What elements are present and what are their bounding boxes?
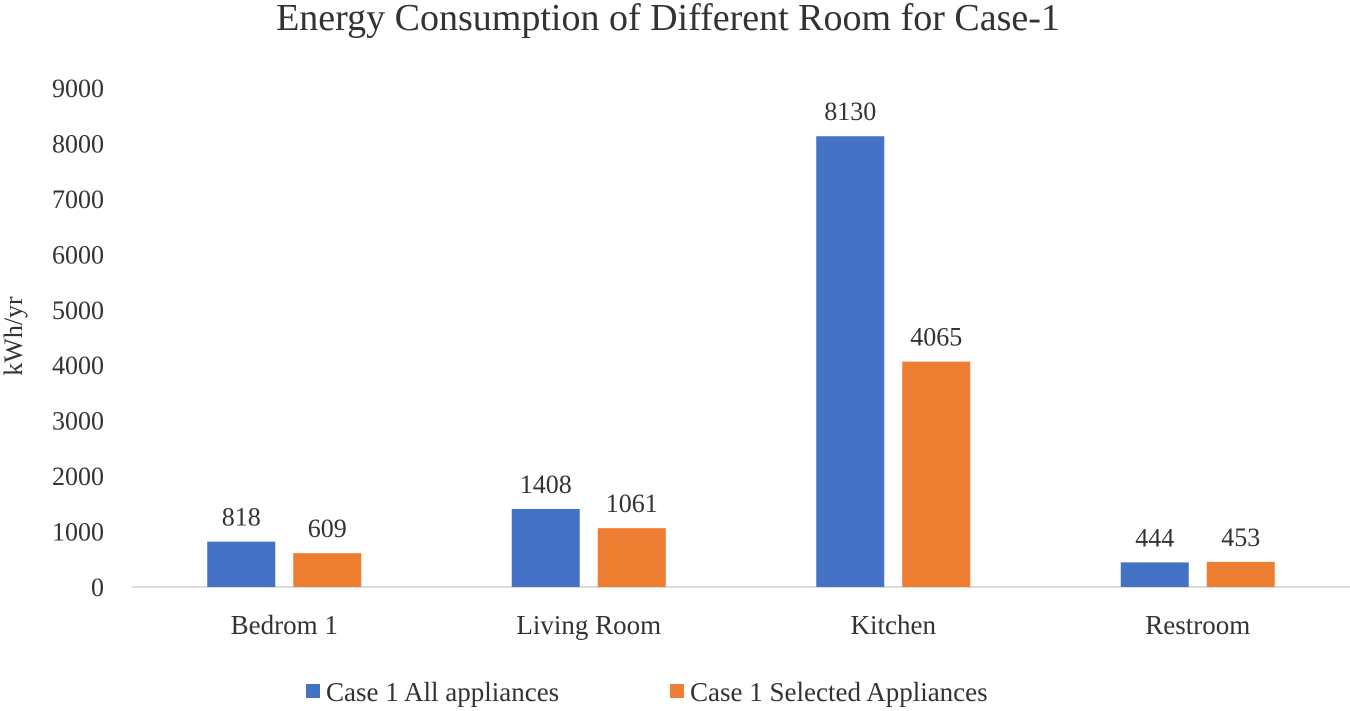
bar-selected-appliances-bedrom-1 [293, 553, 362, 587]
bar-all-appliances-kitchen [816, 136, 885, 587]
y-tick-label: 7000 [52, 185, 104, 214]
chart-title: Energy Consumption of Different Room for… [276, 0, 1060, 39]
y-tick-label: 5000 [52, 296, 104, 325]
x-tick-label: Bedrom 1 [231, 610, 338, 640]
data-label: 453 [1221, 523, 1260, 552]
y-tick-label: 6000 [52, 240, 104, 269]
legend: Case 1 All appliances Case 1 Selected App… [306, 677, 988, 707]
x-tick-label: Restroom [1145, 610, 1250, 640]
value-labels: 818 609 1408 1061 8130 4065 444 453 [222, 97, 1261, 552]
data-label: 1061 [606, 489, 658, 518]
data-label: 8130 [824, 97, 876, 126]
data-label: 1408 [520, 470, 572, 499]
legend-label: Case 1 All appliances [326, 677, 559, 707]
y-tick-label: 8000 [52, 129, 104, 158]
bar-selected-appliances-restroom [1206, 561, 1275, 587]
y-tick-label: 2000 [52, 462, 104, 491]
y-tick-label: 4000 [52, 351, 104, 380]
legend-swatch [306, 684, 320, 698]
y-tick-label: 3000 [52, 407, 104, 436]
bar-all-appliances-living-room [511, 508, 580, 587]
y-axis-ticks: 0 1000 2000 3000 4000 5000 6000 7000 8000 9000 [52, 74, 104, 602]
y-tick-label: 9000 [52, 74, 104, 103]
bar-all-appliances-restroom [1120, 562, 1189, 587]
data-label: 818 [222, 503, 261, 532]
bar-selected-appliances-kitchen [902, 361, 971, 587]
y-tick-label: 1000 [52, 518, 104, 547]
y-axis-label: kWh/yr [0, 296, 28, 376]
legend-label: Case 1 Selected Appliances [690, 677, 988, 707]
x-tick-label: Living Room [516, 610, 661, 640]
category-labels: Bedrom 1 Living Room Kitchen Restroom [231, 610, 1251, 640]
legend-swatch [670, 684, 684, 698]
bar-selected-appliances-living-room [597, 528, 666, 587]
data-label: 609 [308, 514, 347, 543]
data-label: 4065 [910, 323, 962, 352]
bar-all-appliances-bedrom-1 [207, 541, 276, 587]
x-tick-label: Kitchen [851, 610, 937, 640]
y-tick-label: 0 [91, 573, 104, 602]
bars [207, 136, 1275, 587]
data-label: 444 [1135, 523, 1174, 552]
